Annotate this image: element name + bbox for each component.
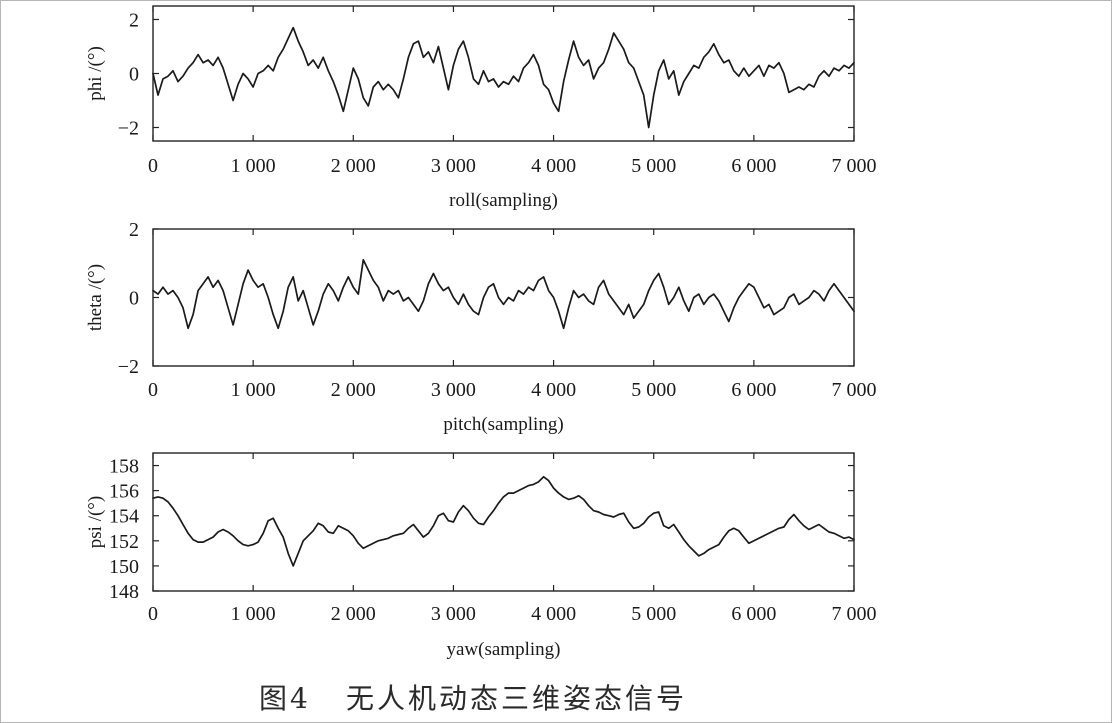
x-tick-label: 3 000 [431,379,476,401]
x-tick-label: 4 000 [531,603,576,625]
y-tick-label: 148 [109,581,139,603]
x-tick-label: 3 000 [431,155,476,177]
x-tick-label: 5 000 [631,379,676,401]
y-tick-label: 2 [129,219,139,241]
theta-x-axis-label: pitch(sampling) [443,414,563,435]
theta-series-line [152,258,855,330]
theta-chart: 0 1 000 2 000 3 000 4 000 5 000 6 000 7 000 2 0 −2… [85,219,877,435]
x-tick-label: 5 000 [631,603,676,625]
psi-chart: 0 1 000 2 000 3 000 4 000 5 000 6 000 7 000 158 1… [85,452,877,660]
phi-chart: 0 1 000 2 000 3 000 4 000 5 000 6 000 7 000 2 0 −2… [85,5,877,211]
y-tick-label: 150 [109,556,139,578]
x-tick-label: 7 000 [832,603,877,625]
x-tick-label: 0 [148,155,158,177]
y-tick-label: 158 [109,456,139,478]
y-tick-label: 152 [109,531,139,553]
x-tick-label: 2 000 [331,379,376,401]
x-tick-label: 7 000 [832,155,877,177]
x-tick-label: 3 000 [431,603,476,625]
phi-x-axis-label: roll(sampling) [449,190,558,211]
y-tick-label: 0 [129,288,139,310]
y-tick-label: 0 [129,64,139,86]
figure-number: 图4 [259,682,311,715]
figure-caption-text: 无人机动态三维姿态信号 [346,682,687,715]
theta-plot-frame [152,228,855,367]
x-tick-label: 6 000 [731,379,776,401]
x-tick-label: 0 [148,603,158,625]
y-tick-label: 154 [109,506,139,528]
phi-series-line [152,26,855,129]
psi-y-axis-label: psi /(°) [85,496,106,548]
x-tick-label: 7 000 [832,379,877,401]
psi-series-line [152,475,855,567]
x-tick-label: 2 000 [331,155,376,177]
x-tick-label: 1 000 [231,603,276,625]
y-tick-label: 2 [129,10,139,32]
psi-plot-frame [152,452,855,592]
x-tick-label: 1 000 [231,379,276,401]
x-tick-label: 0 [148,379,158,401]
x-tick-label: 1 000 [231,155,276,177]
x-tick-label: 4 000 [531,379,576,401]
x-tick-label: 5 000 [631,155,676,177]
y-tick-label: −2 [118,356,139,378]
y-tick-label: −2 [118,118,139,140]
x-tick-label: 2 000 [331,603,376,625]
psi-x-axis-label: yaw(sampling) [447,639,561,660]
y-tick-label: 156 [109,481,139,503]
x-tick-label: 6 000 [731,603,776,625]
phi-y-axis-label: phi /(°) [85,46,106,101]
x-tick-label: 4 000 [531,155,576,177]
theta-y-axis-label: theta /(°) [85,264,106,331]
x-tick-label: 6 000 [731,155,776,177]
